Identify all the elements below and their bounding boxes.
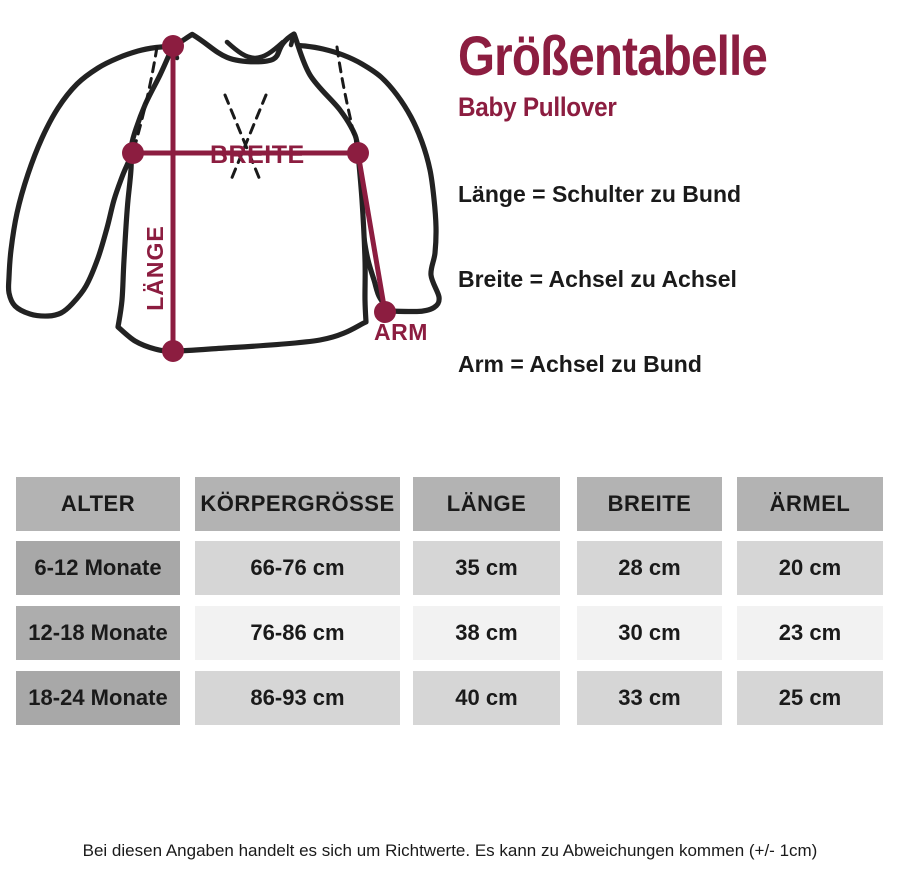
- svg-text:BREITE: BREITE: [210, 141, 305, 169]
- svg-text:ARM: ARM: [374, 319, 428, 345]
- svg-text:LÄNGE: LÄNGE: [142, 225, 168, 311]
